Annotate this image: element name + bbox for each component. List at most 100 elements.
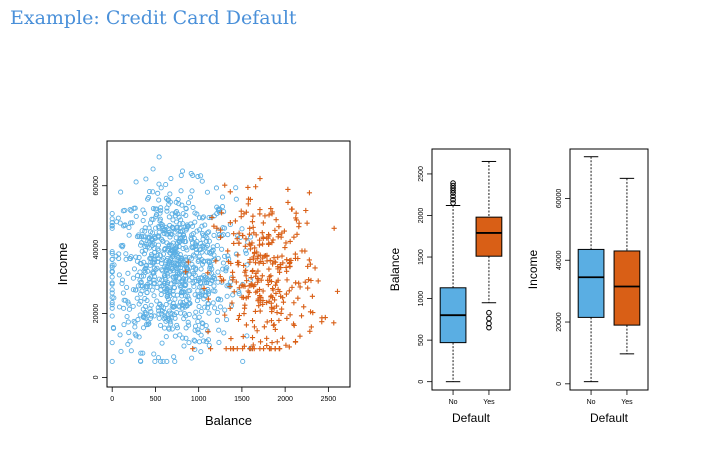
point-no xyxy=(244,333,250,339)
point-no xyxy=(130,275,136,281)
point-no xyxy=(183,239,189,245)
point-yes xyxy=(183,269,189,275)
point-no xyxy=(195,329,201,335)
point-no xyxy=(154,252,160,259)
point-yes xyxy=(283,240,289,246)
point-yes xyxy=(228,260,234,267)
point-yes xyxy=(284,277,290,283)
point-yes xyxy=(247,196,253,203)
point-no xyxy=(199,215,206,221)
point-yes xyxy=(277,346,283,352)
point-yes xyxy=(302,279,308,285)
iqr-box xyxy=(613,250,641,326)
outlier xyxy=(450,200,456,206)
x-tick-label: 1000 xyxy=(191,396,207,403)
point-yes xyxy=(252,245,258,251)
point-no xyxy=(156,308,162,314)
point-no xyxy=(165,263,171,269)
point-yes xyxy=(241,305,248,311)
point-no xyxy=(202,304,208,310)
point-no xyxy=(109,211,115,217)
point-no xyxy=(175,271,181,277)
point-no xyxy=(192,219,198,225)
point-no xyxy=(205,291,211,297)
point-no xyxy=(182,292,188,298)
point-no xyxy=(179,278,186,284)
point-no xyxy=(195,319,201,325)
point-yes xyxy=(205,329,211,335)
point-yes xyxy=(282,244,288,251)
point-yes xyxy=(293,210,299,216)
point-no xyxy=(187,300,193,307)
point-no xyxy=(109,287,115,293)
point-yes xyxy=(268,346,274,352)
point-no xyxy=(109,274,115,280)
point-yes xyxy=(272,282,279,288)
slide-title: Example: Credit Card Default xyxy=(10,7,297,29)
point-yes xyxy=(291,234,297,240)
point-no xyxy=(214,204,220,210)
point-no xyxy=(126,306,132,312)
point-yes xyxy=(252,260,259,266)
point-no xyxy=(183,206,189,212)
point-yes xyxy=(284,315,290,322)
point-no xyxy=(225,232,231,238)
point-no xyxy=(157,252,163,258)
point-no xyxy=(124,314,130,320)
point-yes xyxy=(213,258,219,264)
point-no xyxy=(116,255,122,262)
point-no xyxy=(186,272,192,278)
point-no xyxy=(219,194,226,200)
point-no xyxy=(195,173,201,180)
point-yes xyxy=(229,300,235,306)
point-no xyxy=(202,274,208,280)
point-yes xyxy=(273,290,279,297)
point-yes xyxy=(312,265,318,271)
point-yes xyxy=(276,269,283,275)
point-yes xyxy=(241,262,247,269)
point-no xyxy=(182,263,189,269)
point-no xyxy=(163,301,169,308)
point-no xyxy=(178,229,184,235)
point-yes xyxy=(254,328,260,334)
point-no xyxy=(143,311,150,317)
point-no xyxy=(140,350,146,356)
point-no xyxy=(201,273,207,279)
point-no xyxy=(138,242,144,248)
point-no xyxy=(172,263,178,269)
y-axis-label: Income xyxy=(55,243,70,286)
point-no xyxy=(143,241,149,247)
point-yes xyxy=(260,288,266,294)
point-yes xyxy=(276,317,282,324)
point-no xyxy=(120,242,126,248)
point-no xyxy=(189,355,195,361)
y-tick-label: 60000 xyxy=(93,176,100,196)
point-no xyxy=(137,269,143,275)
point-no xyxy=(206,259,212,266)
point-no xyxy=(196,257,202,263)
point-no xyxy=(200,321,206,327)
y-tick-label: 0 xyxy=(93,375,100,379)
point-no xyxy=(198,349,204,355)
point-yes xyxy=(256,303,262,309)
point-yes xyxy=(247,259,253,265)
point-yes xyxy=(228,335,234,342)
point-no xyxy=(211,273,217,279)
point-no xyxy=(194,228,200,234)
point-no xyxy=(193,242,199,248)
point-yes xyxy=(334,288,341,294)
point-no xyxy=(198,308,204,315)
point-no xyxy=(123,251,129,257)
point-no xyxy=(192,314,198,320)
point-no xyxy=(215,269,221,275)
point-no xyxy=(178,256,185,262)
point-no xyxy=(198,257,205,263)
point-no xyxy=(173,245,179,251)
point-no xyxy=(118,189,124,195)
point-no xyxy=(210,300,216,306)
point-yes xyxy=(244,278,250,284)
point-yes xyxy=(283,342,289,348)
point-no xyxy=(151,277,157,283)
point-no xyxy=(136,334,142,340)
point-no xyxy=(176,303,182,309)
